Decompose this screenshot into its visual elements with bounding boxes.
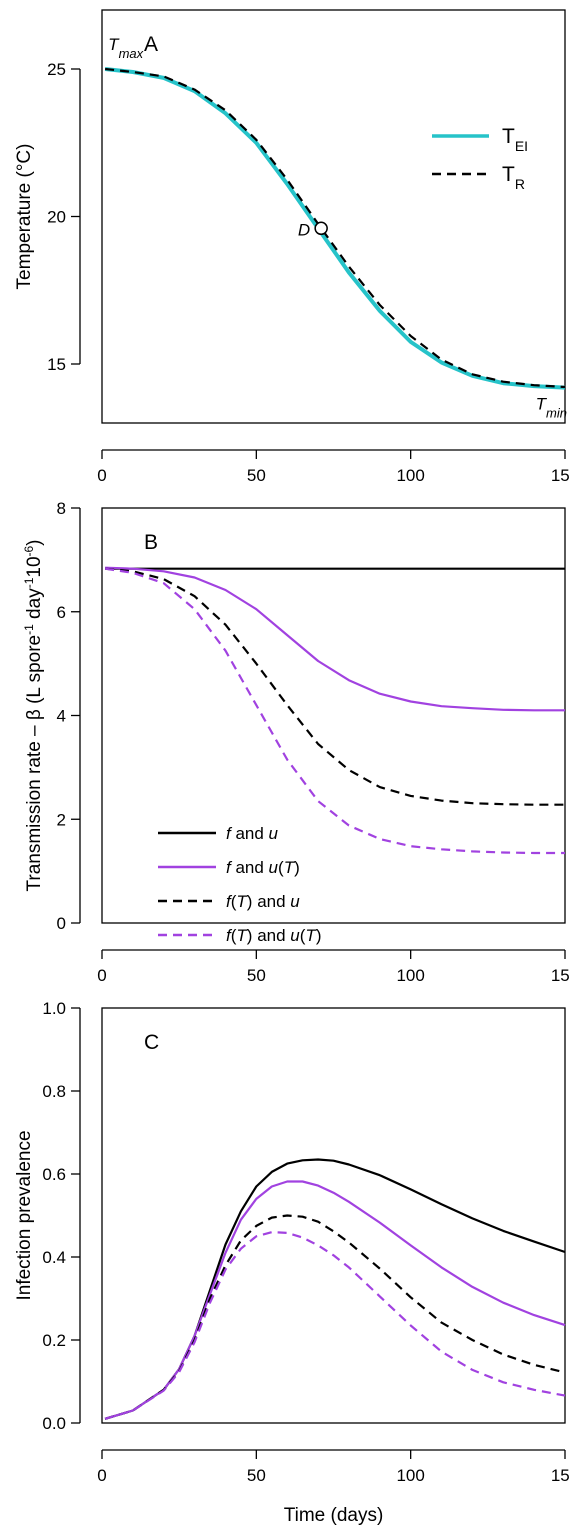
panel-B: 0 50 100 150 0 2 4 6 8 B Transmission rate – β (L … bbox=[22, 499, 570, 985]
legend-label: f and u(T) bbox=[226, 858, 300, 877]
x-tick-label: 0 bbox=[97, 466, 106, 485]
series-line bbox=[104, 567, 565, 855]
y-tick-label: 0 bbox=[57, 914, 66, 933]
series-line bbox=[104, 1158, 566, 1420]
y-axis-label-part: ) bbox=[24, 539, 45, 545]
plot-frame bbox=[101, 507, 566, 924]
y-axis-label-part: -6 bbox=[22, 545, 36, 556]
panel-label: C bbox=[144, 1031, 159, 1054]
y-tick-label: 1.0 bbox=[42, 999, 66, 1018]
y-axis-label-part: day bbox=[24, 588, 45, 624]
legend-label: TR bbox=[502, 163, 525, 192]
y-tick-label: 6 bbox=[57, 603, 66, 622]
y-axis-label: Transmission rate – β (L spore-1 day-110… bbox=[22, 539, 45, 891]
x-tick-label: 0 bbox=[97, 1466, 106, 1485]
x-tick-label: 50 bbox=[247, 966, 266, 985]
legend-label: TEI bbox=[502, 125, 528, 154]
tmax-annotation: Tmax bbox=[108, 35, 143, 61]
legend-label: f and u bbox=[226, 824, 279, 843]
legend-label: f(T) and u(T) bbox=[226, 926, 321, 945]
x-tick-label: 50 bbox=[247, 466, 266, 485]
plot-frame bbox=[101, 1007, 566, 1424]
x-tick-label: 100 bbox=[396, 466, 424, 485]
x-tick-label: 50 bbox=[247, 1466, 266, 1485]
legend: f and u f and u(T) f(T) and u f(T) and u(T) bbox=[158, 824, 321, 945]
y-axis-label-part: 10 bbox=[24, 556, 45, 577]
series-line bbox=[104, 67, 566, 390]
y-tick-label: 4 bbox=[57, 707, 66, 726]
legend: TEI TR bbox=[432, 125, 528, 192]
x-tick-label: 150 bbox=[551, 966, 570, 985]
y-tick-label: 0.6 bbox=[42, 1165, 66, 1184]
series-line bbox=[104, 1214, 566, 1420]
panel-label: B bbox=[144, 531, 158, 554]
series-line bbox=[104, 1230, 566, 1420]
inflection-point-marker bbox=[314, 221, 328, 236]
y-axis-label-part: -1 bbox=[22, 624, 36, 635]
series-line bbox=[104, 67, 566, 389]
x-tick-label: 150 bbox=[551, 1466, 570, 1485]
y-axis-label: Temperature (°C) bbox=[14, 144, 35, 290]
panel-A: 0 50 100 150 15 20 25 A Temperature (°C) Tmax Tmin… bbox=[14, 9, 570, 485]
series-line bbox=[105, 566, 565, 712]
y-tick-label: 15 bbox=[47, 355, 66, 374]
y-tick-label: 0.2 bbox=[42, 1331, 66, 1350]
panel-label: A bbox=[144, 33, 158, 56]
y-tick-label: 8 bbox=[57, 499, 66, 518]
series-line bbox=[104, 567, 565, 806]
x-tick-label: 100 bbox=[396, 966, 424, 985]
y-tick-label: 0.4 bbox=[42, 1248, 66, 1267]
panel-C: 0 50 100 150 0.0 0.2 0.4 0.6 0.8 1.0 C Infection pr… bbox=[14, 999, 570, 1525]
y-tick-label: 25 bbox=[47, 60, 66, 79]
y-tick-label: 0.8 bbox=[42, 1082, 66, 1101]
tmin-annotation: Tmin bbox=[536, 395, 567, 421]
x-tick-label: 0 bbox=[97, 966, 106, 985]
y-tick-label: 2 bbox=[57, 810, 66, 829]
x-tick-label: 150 bbox=[551, 466, 570, 485]
y-axis-label: Infection prevalence bbox=[14, 1130, 35, 1300]
series-line bbox=[104, 1180, 566, 1420]
plot-frame bbox=[101, 9, 566, 424]
legend-label: f(T) and u bbox=[226, 892, 300, 911]
x-tick-label: 100 bbox=[396, 1466, 424, 1485]
x-axis-label: Time (days) bbox=[284, 1505, 384, 1525]
inflection-point-label: D bbox=[298, 220, 310, 239]
y-axis-label-part: Transmission rate – β (L spore bbox=[24, 635, 45, 892]
y-tick-label: 0.0 bbox=[42, 1414, 66, 1433]
y-tick-label: 20 bbox=[47, 208, 66, 227]
y-axis-label-part: -1 bbox=[22, 577, 36, 588]
